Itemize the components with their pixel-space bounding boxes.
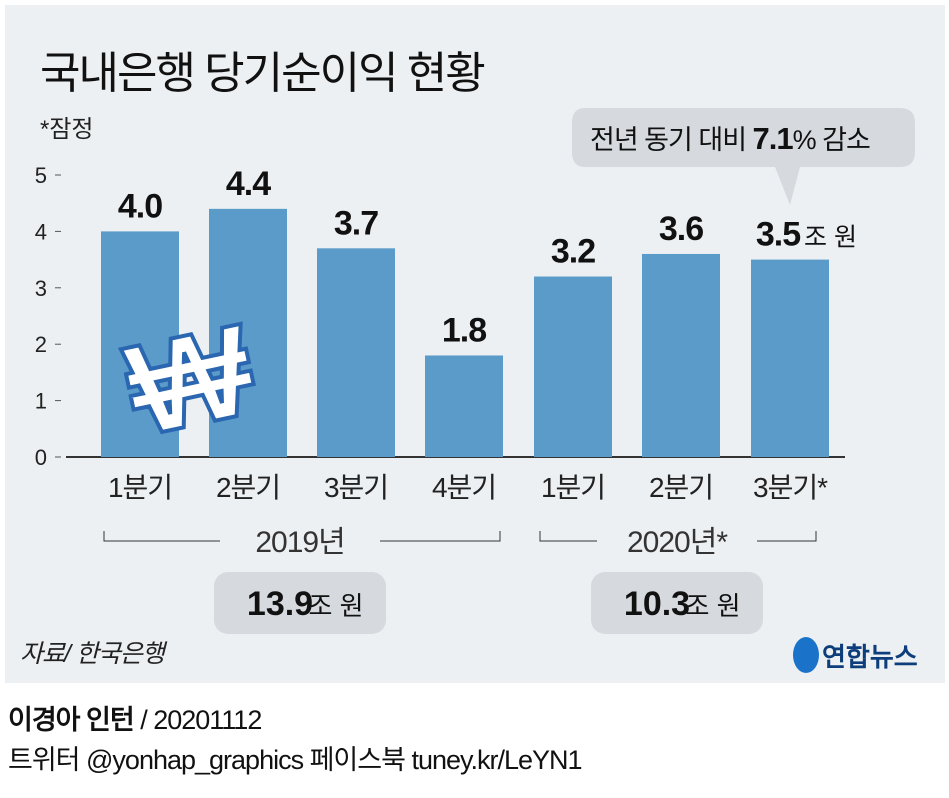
chart-title: 국내은행 당기순이익 현황 (40, 49, 484, 98)
value-label: 4.4 (226, 165, 271, 203)
callout-box (572, 108, 915, 205)
x-tick-label: 4분기 (432, 472, 496, 503)
group-label: 2019년 (255, 526, 344, 559)
y-tick-label: 0 (35, 445, 47, 470)
y-tick-label: 5 (35, 163, 47, 188)
value-label: 3.5 (756, 216, 800, 254)
logo-text: 연합뉴스 (822, 642, 918, 672)
group-label: 2020년* (627, 526, 728, 559)
bar (209, 208, 287, 457)
group-total-unit: 조 원 (308, 591, 363, 621)
bar (642, 253, 720, 457)
group-bracket (539, 531, 817, 542)
group-total: 13.9 (247, 585, 313, 623)
callout-text: 전년 동기 대비 7.1% 감소 (590, 121, 870, 156)
value-label: 4.0 (118, 187, 162, 225)
author: 이경아 인턴 (8, 705, 135, 735)
group-total-box (591, 572, 763, 634)
unit-label: 조 원 (804, 224, 857, 252)
source-note: 자료/ 한국은행 (20, 640, 168, 668)
value-label: 1.8 (442, 311, 486, 349)
x-tick-label: 1분기 (108, 472, 172, 503)
chart-note: *잠정 (40, 116, 94, 143)
bar (317, 248, 395, 457)
x-tick-label: 3분기 (324, 472, 388, 503)
date: / 20201112 (133, 705, 262, 735)
x-tick-label: 1분기 (541, 472, 605, 503)
bar (534, 276, 612, 457)
credit: 이경아 인턴 / 20201112 (8, 698, 262, 737)
bar (101, 231, 179, 457)
x-tick-label: 3분기* (753, 472, 828, 503)
y-tick-label: 2 (35, 332, 47, 357)
group-total-box (214, 572, 386, 634)
logo-icon (793, 637, 819, 673)
value-label: 3.7 (334, 204, 378, 242)
y-tick-label: 1 (35, 389, 47, 414)
bar (751, 259, 829, 457)
value-label: 3.2 (551, 233, 595, 271)
group-total: 10.3 (624, 585, 690, 623)
y-tick-label: 3 (35, 276, 47, 301)
value-label: 3.6 (659, 210, 703, 248)
bar (425, 355, 503, 457)
group-total-unit: 조 원 (685, 591, 740, 621)
x-tick-label: 2분기 (649, 472, 713, 503)
social-links: 트위터 @yonhap_graphics 페이스북 tuney.kr/LeYN1 (8, 745, 583, 775)
x-tick-label: 2분기 (216, 472, 280, 503)
group-bracket (103, 531, 501, 542)
bar-chart: 국내은행 당기순이익 현황 *잠정 0 1 2 3 4 5 4.0 1분기 4.4 2분기 3.7 3분기… (20, 49, 918, 673)
y-tick-label: 4 (35, 219, 47, 244)
